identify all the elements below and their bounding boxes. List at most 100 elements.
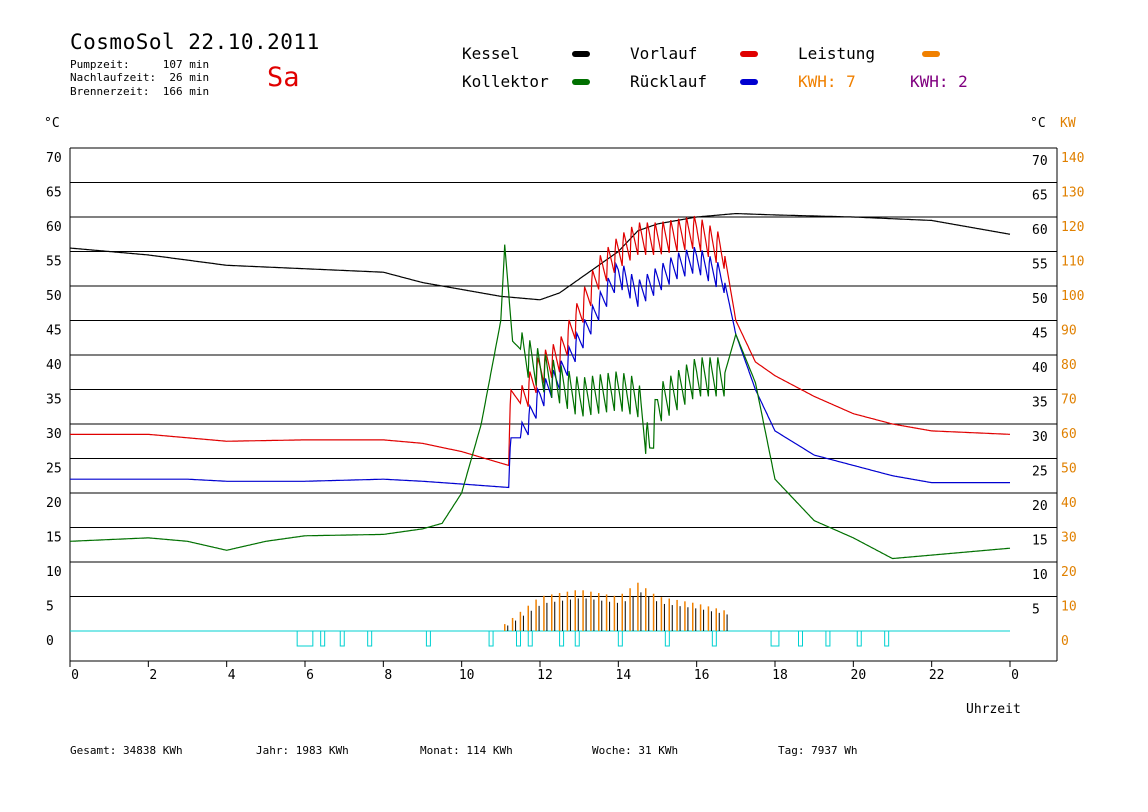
y-tick-label-left: 15 [46, 531, 62, 546]
y-tick-label-kw: 10 [1061, 600, 1077, 615]
y-tick-label-right: 10 [1032, 568, 1048, 583]
y-tick-label-right: 45 [1032, 327, 1048, 342]
y-tick-label-left: 30 [46, 427, 62, 442]
y-tick-label-left: 35 [46, 393, 62, 408]
series-line-vorlauf [70, 215, 1010, 467]
pump-pulse [488, 630, 494, 647]
pump-pulse [339, 630, 345, 647]
y-tick-label-left: 5 [46, 600, 54, 615]
y-tick-label-kw: 40 [1061, 496, 1077, 511]
x-axis-label: Uhrzeit [966, 702, 1021, 717]
y-tick-label-right: 30 [1032, 430, 1048, 445]
y-tick-label-kw: 110 [1061, 255, 1084, 270]
footer-monat: Monat: 114 KWh [420, 744, 513, 757]
y-tick-label-left: 50 [46, 289, 62, 304]
y-tick-label-left: 55 [46, 255, 62, 270]
y-tick-label-right: 20 [1032, 499, 1048, 514]
weekday-label: Sa [267, 62, 300, 93]
pump-pulse [770, 630, 780, 647]
x-tick-label: 2 [149, 668, 157, 683]
y-tick-label-right: 5 [1032, 603, 1040, 618]
y-tick-label-right: 65 [1032, 189, 1048, 204]
legend-vorlauf-label: Vorlauf [630, 44, 698, 63]
x-tick-label: 12 [537, 668, 553, 683]
left-axis-unit: °C [44, 116, 60, 131]
x-tick-label: 0 [71, 668, 79, 683]
x-tick-label: 16 [694, 668, 710, 683]
y-tick-label-kw: 80 [1061, 358, 1077, 373]
pump-pulse [516, 630, 521, 647]
footer-woche: Woche: 31 KWh [592, 744, 679, 757]
legend-ruecklauf-label: Rücklauf [630, 72, 708, 91]
brennerzeit-label: Brennerzeit: 166 min [70, 85, 210, 98]
x-tick-label: 18 [772, 668, 788, 683]
y-tick-label-left: 20 [46, 496, 62, 511]
pump-pulse [320, 630, 326, 647]
pump-pulse [617, 630, 623, 647]
pump-pulse [664, 630, 670, 647]
y-tick-label-kw: 130 [1061, 186, 1084, 201]
right-axis-unit-kw: KW [1060, 116, 1076, 131]
pump-pulse [367, 630, 373, 647]
footer-tag: Tag: 7937 Wh [778, 744, 858, 757]
y-tick-label-right: 40 [1032, 361, 1048, 376]
y-tick-label-right: 35 [1032, 396, 1048, 411]
pump-pulse [527, 630, 533, 647]
y-tick-label-right: 25 [1032, 465, 1048, 480]
pump-pulse [574, 630, 580, 647]
y-tick-label-left: 10 [46, 565, 62, 580]
chart-title: CosmoSol 22.10.2011 [70, 30, 320, 54]
legend-kollektor-label: Kollektor [462, 72, 549, 91]
pump-pulse [884, 630, 890, 647]
pump-pulse [559, 630, 565, 647]
y-tick-label-kw: 0 [1061, 634, 1069, 649]
legend-ruecklauf-swatch [740, 79, 758, 85]
y-tick-label-kw: 20 [1061, 565, 1077, 580]
footer-gesamt: Gesamt: 34838 KWh [70, 744, 183, 757]
y-tick-label-right: 50 [1032, 292, 1048, 307]
y-tick-label-left: 40 [46, 358, 62, 373]
legend-kessel-label: Kessel [462, 44, 520, 63]
x-tick-label: 0 [1011, 668, 1019, 683]
x-tick-label: 4 [228, 668, 236, 683]
legend-leistung-label: Leistung [798, 44, 876, 63]
y-tick-label-right: 60 [1032, 223, 1048, 238]
legend-kollektor-swatch [572, 79, 590, 85]
y-tick-label-left: 0 [46, 634, 54, 649]
y-tick-label-kw: 90 [1061, 324, 1077, 339]
pump-pulse [798, 630, 803, 647]
nachlaufzeit-label: Nachlaufzeit: 26 min [70, 71, 210, 84]
x-tick-label: 14 [616, 668, 632, 683]
y-tick-label-right: 55 [1032, 258, 1048, 273]
y-tick-label-kw: 50 [1061, 462, 1077, 477]
pumpzeit-label: Pumpzeit: 107 min [70, 58, 210, 71]
x-tick-label: 8 [384, 668, 392, 683]
legend-vorlauf-swatch [740, 51, 758, 57]
series-line-kollektor [70, 244, 1011, 560]
y-tick-label-kw: 140 [1061, 151, 1084, 166]
x-tick-label: 10 [459, 668, 475, 683]
y-tick-label-kw: 70 [1061, 393, 1077, 408]
y-tick-label-kw: 60 [1061, 427, 1077, 442]
y-tick-label-left: 45 [46, 324, 62, 339]
x-tick-label: 22 [929, 668, 945, 683]
footer-jahr: Jahr: 1983 KWh [256, 744, 349, 757]
legend-leistung-swatch [922, 51, 940, 57]
y-tick-label-left: 70 [46, 151, 62, 166]
legend-kwh-secondary: KWH: 2 [910, 72, 968, 91]
y-tick-label-right: 15 [1032, 534, 1048, 549]
pump-pulse [425, 630, 431, 647]
series-line-rcklauf [70, 246, 1010, 489]
y-tick-label-left: 60 [46, 220, 62, 235]
pump-pulse [711, 630, 717, 647]
y-tick-label-kw: 100 [1061, 289, 1084, 304]
pump-pulse [825, 630, 831, 647]
y-tick-label-kw: 30 [1061, 531, 1077, 546]
x-tick-label: 20 [851, 668, 867, 683]
y-tick-label-left: 25 [46, 462, 62, 477]
legend-kwh-leistung: KWH: 7 [798, 72, 856, 91]
y-tick-label-kw: 120 [1061, 220, 1084, 235]
pump-pulse [296, 630, 314, 647]
y-tick-label-left: 65 [46, 186, 62, 201]
